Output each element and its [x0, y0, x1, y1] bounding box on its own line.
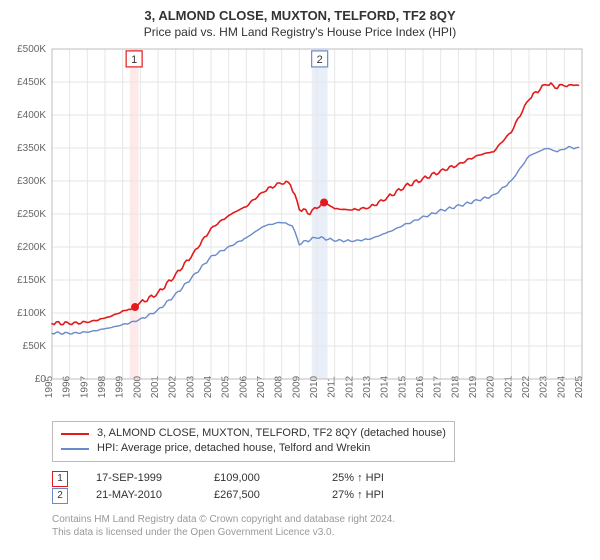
y-axis-label: £150K [17, 275, 46, 286]
transaction-marker-box-icon: 1 [52, 471, 68, 487]
y-axis-label: £350K [17, 143, 46, 154]
transaction-marker-box-icon: 2 [52, 488, 68, 504]
legend-label: HPI: Average price, detached house, Telf… [97, 441, 370, 456]
y-axis-label: £450K [17, 77, 46, 88]
transaction-price: £109,000 [214, 470, 304, 488]
legend-swatch-icon [61, 448, 89, 450]
transaction-row: 2 21-MAY-2010 £267,500 27% ↑ HPI [52, 487, 590, 505]
y-axis-label: £100K [17, 308, 46, 319]
transactions-table: 1 17-SEP-1999 £109,000 25% ↑ HPI 2 21-MAY-201… [52, 470, 590, 505]
band-label-number: 2 [317, 54, 323, 66]
legend-row: HPI: Average price, detached house, Telf… [61, 441, 446, 456]
chart-container: 3, ALMOND CLOSE, MUXTON, TELFORD, TF2 8Q… [0, 0, 600, 560]
legend-swatch-icon [61, 433, 89, 435]
legend-label: 3, ALMOND CLOSE, MUXTON, TELFORD, TF2 8Q… [97, 426, 446, 441]
y-axis-label: £300K [17, 176, 46, 187]
y-axis-label: £500K [17, 45, 46, 55]
legend-box: 3, ALMOND CLOSE, MUXTON, TELFORD, TF2 8Q… [52, 421, 455, 462]
y-axis-label: £250K [17, 209, 46, 220]
attribution-line-2: This data is licensed under the Open Gov… [52, 526, 590, 539]
y-axis-label: £50K [23, 341, 47, 352]
y-axis-label: £200K [17, 242, 46, 253]
transaction-hpi-delta: 27% ↑ HPI [332, 487, 422, 505]
transaction-price: £267,500 [214, 487, 304, 505]
line-chart-svg: £0£50K£100K£150K£200K£250K£300K£350K£400… [10, 45, 590, 415]
attribution-text: Contains HM Land Registry data © Crown c… [52, 513, 590, 539]
transaction-row: 1 17-SEP-1999 £109,000 25% ↑ HPI [52, 470, 590, 488]
chart-area: £0£50K£100K£150K£200K£250K£300K£350K£400… [10, 45, 590, 415]
band-label-number: 1 [131, 54, 137, 66]
attribution-line-1: Contains HM Land Registry data © Crown c… [52, 513, 590, 526]
transaction-date: 21-MAY-2010 [96, 487, 186, 505]
chart-title: 3, ALMOND CLOSE, MUXTON, TELFORD, TF2 8Q… [10, 8, 590, 23]
transaction-marker-icon [320, 198, 328, 206]
chart-subtitle: Price paid vs. HM Land Registry's House … [10, 25, 590, 39]
transaction-date: 17-SEP-1999 [96, 470, 186, 488]
transaction-hpi-delta: 25% ↑ HPI [332, 470, 422, 488]
transaction-marker-icon [131, 303, 139, 311]
y-axis-label: £400K [17, 110, 46, 121]
legend-row: 3, ALMOND CLOSE, MUXTON, TELFORD, TF2 8Q… [61, 426, 446, 441]
